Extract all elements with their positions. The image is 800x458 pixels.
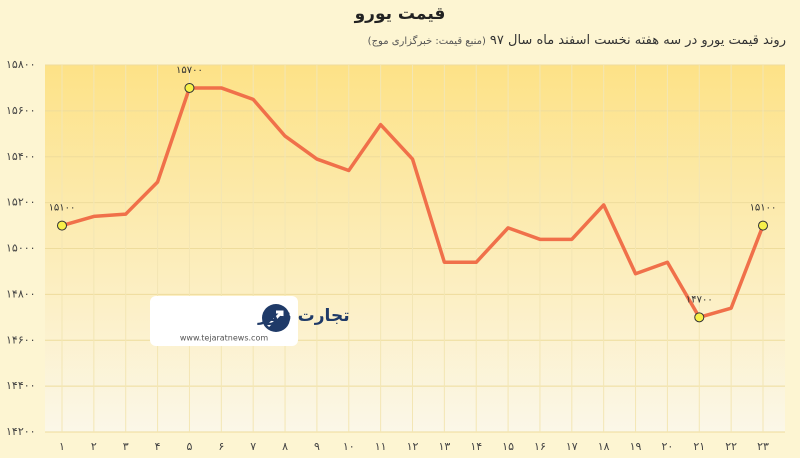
watermark-logo-arrow	[266, 310, 284, 328]
x-tick-label: ۱۷	[566, 440, 578, 453]
x-tick-label: ۱۲	[407, 440, 419, 453]
x-tick-label: ۱۶	[534, 440, 546, 453]
chart-subtitle: روند قیمت یورو در سه هفته نخست اسفند ماه…	[489, 33, 786, 48]
point	[758, 220, 768, 231]
subtitle-row: روند قیمت یورو در سه هفته نخست اسفند ماه…	[368, 33, 786, 48]
data-label: ۱۵۱۰۰	[750, 203, 777, 214]
x-tick-label: ۵	[186, 440, 192, 453]
x-tick-label: ۱۱	[375, 440, 387, 453]
watermark-name: تجارت نیوز	[257, 306, 350, 326]
series	[61, 86, 765, 320]
x-tick-label: ۲	[91, 440, 97, 453]
y-tick-label: ۱۴۸۰۰	[6, 287, 36, 300]
x-tick-label: ۱۹	[630, 440, 642, 453]
x-tick-label: ۱۰	[343, 440, 355, 453]
markers: ۱۵۱۰۰ ۱۵۷۰۰ ۱۴۷۰۰ ۱۵۱۰۰	[49, 65, 777, 323]
watermark-url: www.tejaratnews.com	[180, 334, 268, 343]
x-tick-label: ۱۸	[598, 440, 610, 453]
x-tick-label: ۳	[123, 440, 129, 453]
x-tick-label: ۲۰	[661, 440, 673, 453]
line	[61, 86, 765, 320]
y-tick-label: ۱۴۶۰۰	[6, 333, 36, 346]
y-tick-label: ۱۵۸۰۰	[6, 58, 36, 71]
chart-source: (منبع قیمت: خبرگزاری موج)	[367, 36, 486, 47]
x-tick-label: ۲۲	[725, 440, 737, 453]
watermark: تجارت نیوز www.tejaratnews.com	[150, 296, 350, 346]
y-tick-label: ۱۴۲۰۰	[6, 425, 36, 438]
data-label: ۱۵۱۰۰	[49, 203, 76, 214]
x-tick-label: ۱۳	[438, 440, 450, 453]
x-tick-label: ۱۴	[470, 440, 482, 453]
chart-title: قیمت یورو	[354, 4, 446, 24]
y-tick-label: ۱۵۴۰۰	[6, 150, 36, 163]
x-tick-label: ۷	[250, 440, 256, 453]
data-label: ۱۴۷۰۰	[686, 294, 713, 305]
watermark-box	[150, 296, 298, 346]
x-tick-label: ۸	[282, 440, 288, 453]
y-tick-label: ۱۴۴۰۰	[6, 379, 36, 392]
point	[694, 312, 705, 323]
data-label: ۱۵۷۰۰	[176, 65, 203, 76]
point	[57, 220, 67, 231]
x-tick-label: ۱	[59, 440, 65, 453]
x-tick-label: ۲۳	[757, 440, 769, 453]
x-tick-label: ۴	[155, 440, 161, 453]
y-tick-label: ۱۵۶۰۰	[6, 104, 36, 117]
x-tick-label: ۹	[314, 440, 320, 453]
x-tick-label: ۶	[218, 440, 224, 453]
y-tick-label: ۱۵۲۰۰	[6, 196, 36, 209]
x-tick-label: ۱۵	[502, 440, 514, 453]
y-tick-label: ۱۵۰۰۰	[6, 242, 36, 255]
x-tick-label: ۲۱	[693, 440, 705, 453]
point	[184, 82, 195, 93]
